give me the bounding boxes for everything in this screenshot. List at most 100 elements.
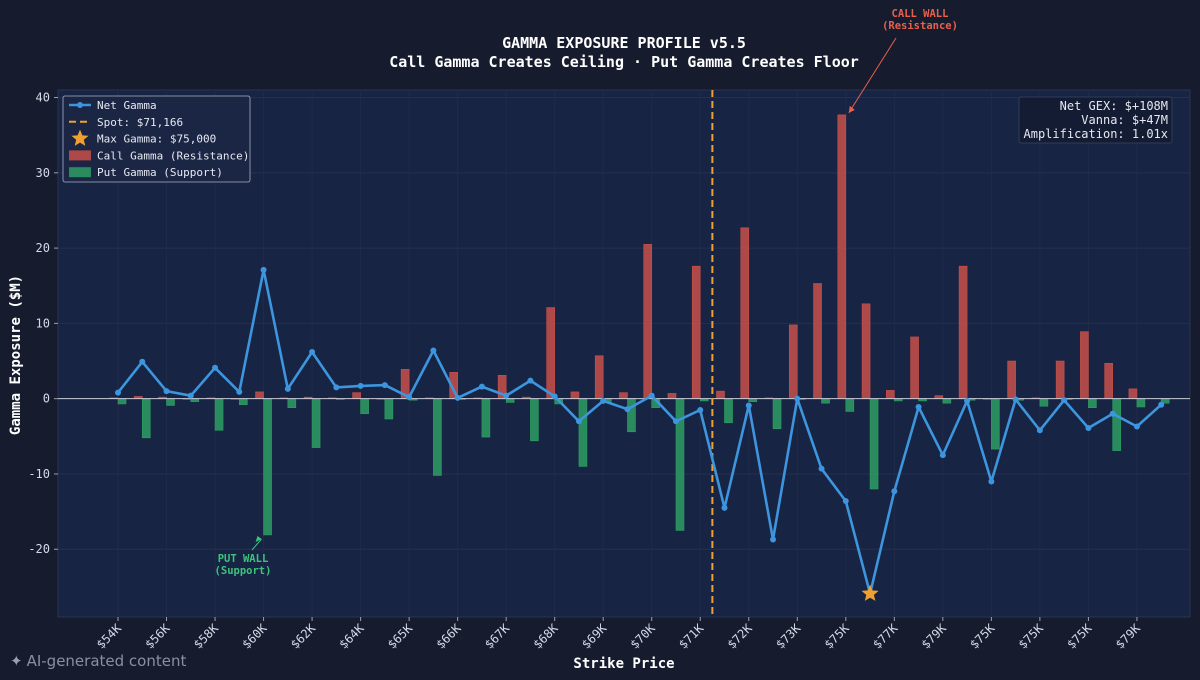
put-wall-arrow (251, 538, 262, 551)
call-gamma-bar (546, 307, 555, 399)
put-gamma-bar (1112, 398, 1121, 451)
net-gamma-point (1036, 427, 1043, 434)
call-gamma-bar (570, 391, 580, 399)
call-gamma-bar (1104, 362, 1113, 399)
legend-box (62, 95, 251, 183)
put-gamma-bar (821, 398, 830, 404)
x-tick-label: $66K (433, 621, 464, 652)
call-gamma-bar (691, 265, 701, 399)
chart-title: GAMMA EXPOSURE PROFILE v5.5 (502, 34, 746, 52)
chart-subtitle: Call Gamma Creates Ceiling · Put Gamma C… (389, 53, 859, 71)
x-tick-label: $75K (967, 621, 998, 652)
y-tick-label: 40 (36, 91, 50, 105)
put-gamma-bar (384, 398, 394, 420)
call-gamma-bar (1055, 360, 1065, 399)
net-gamma-point (575, 418, 582, 425)
net-gamma-point (163, 388, 170, 395)
sparkle-icon: ✦ (10, 652, 23, 670)
x-tick-label: $75K (1064, 621, 1095, 652)
legend-label: Call Gamma (Resistance) (97, 149, 249, 162)
watermark-text: AI-generated content (26, 652, 187, 670)
net-gamma-point (600, 397, 607, 404)
put-gamma-bar (627, 398, 636, 433)
net-gamma-point (939, 452, 946, 459)
put-gamma-bar (263, 398, 272, 536)
net-gamma-point (964, 397, 971, 404)
call-gamma-bar (910, 336, 919, 399)
net-gamma-point (284, 385, 291, 392)
put-gamma-bar (724, 398, 733, 424)
put-gamma-bar (505, 398, 515, 403)
x-tick-label: $79K (919, 621, 950, 652)
info-box-frame (1018, 96, 1173, 144)
x-tick-label: $72K (725, 621, 756, 652)
put-gamma-bar (1039, 398, 1049, 407)
call-gamma-bar (813, 283, 822, 399)
put-gamma-bar (578, 398, 588, 467)
x-tick-label: $67K (482, 621, 513, 652)
x-axis-label: Strike Price (573, 656, 674, 672)
put-gamma-bar (991, 398, 1000, 450)
legend: Net Gamma Spot: $71,166 Max Gamma: $75,000… (62, 95, 251, 183)
put-gamma-bar (845, 398, 855, 412)
x-tick-label: $69K (579, 621, 610, 652)
info-line: Vanna: $+47M (1081, 113, 1168, 127)
legend-label: Put Gamma (Support) (97, 166, 223, 179)
net-gamma-point (721, 504, 728, 511)
x-tick-label: $62K (288, 621, 319, 652)
net-gamma-point (236, 388, 243, 395)
net-gamma-point (672, 418, 679, 425)
net-gamma-point (139, 358, 146, 365)
y-tick-label: -20 (28, 542, 50, 556)
call-gamma-bar (861, 303, 871, 399)
put-wall-label: PUT WALL (218, 553, 269, 565)
legend-label: Spot: $71,166 (97, 116, 183, 129)
net-gamma-point (260, 266, 267, 273)
legend-star-icon (71, 129, 89, 146)
call-wall-label: (Resistance) (882, 20, 958, 32)
net-gamma-point (187, 392, 194, 399)
x-axis-ticks: $54K $56K $58K $60K $62K $64K $65K $66K $67K $68K… (94, 617, 1144, 652)
y-tick-label: -10 (28, 467, 50, 481)
bar-series (109, 114, 1170, 536)
call-gamma-bar (352, 392, 361, 399)
x-tick-label: $73K (773, 621, 804, 652)
net-gamma-point (1158, 401, 1165, 408)
net-gamma-point (454, 394, 461, 401)
net-gamma-line (116, 268, 1163, 596)
net-gamma-point (770, 536, 777, 543)
legend-bar-swatch (69, 167, 91, 178)
ai-generated-watermark: ✦ AI-generated content (10, 652, 186, 670)
net-gamma-point (1133, 423, 1140, 430)
legend-label: Max Gamma: $75,000 (97, 133, 216, 146)
call-gamma-bar (837, 114, 847, 399)
x-tick-label: $65K (385, 621, 416, 652)
put-wall-arrowhead (255, 535, 262, 542)
net-gamma-point (406, 394, 413, 401)
net-gamma-point (794, 395, 801, 402)
y-tick-label: 30 (36, 166, 50, 180)
x-tick-label: $54K (94, 621, 125, 652)
max-gamma-star (861, 584, 879, 601)
net-gamma-point (357, 382, 364, 389)
call-gamma-bar (255, 391, 264, 399)
net-gamma-point (309, 348, 316, 355)
x-tick-label: $56K (142, 621, 173, 652)
info-line: Amplification: 1.01x (1024, 127, 1169, 141)
x-tick-label: $60K (239, 621, 270, 652)
put-gamma-bar (1088, 398, 1097, 409)
net-gamma-point (478, 383, 485, 390)
put-gamma-bar (869, 398, 879, 490)
net-gamma-point (503, 392, 510, 399)
call-gamma-bar (619, 392, 628, 399)
put-gamma-bar (311, 398, 321, 448)
x-tick-label: $58K (191, 621, 222, 652)
call-gamma-bar (1007, 360, 1016, 399)
net-gamma-point (1012, 396, 1019, 403)
x-tick-label: $64K (336, 621, 367, 652)
call-gamma-bar (667, 393, 677, 399)
net-gamma-point (842, 498, 849, 505)
put-gamma-bar (942, 398, 952, 404)
